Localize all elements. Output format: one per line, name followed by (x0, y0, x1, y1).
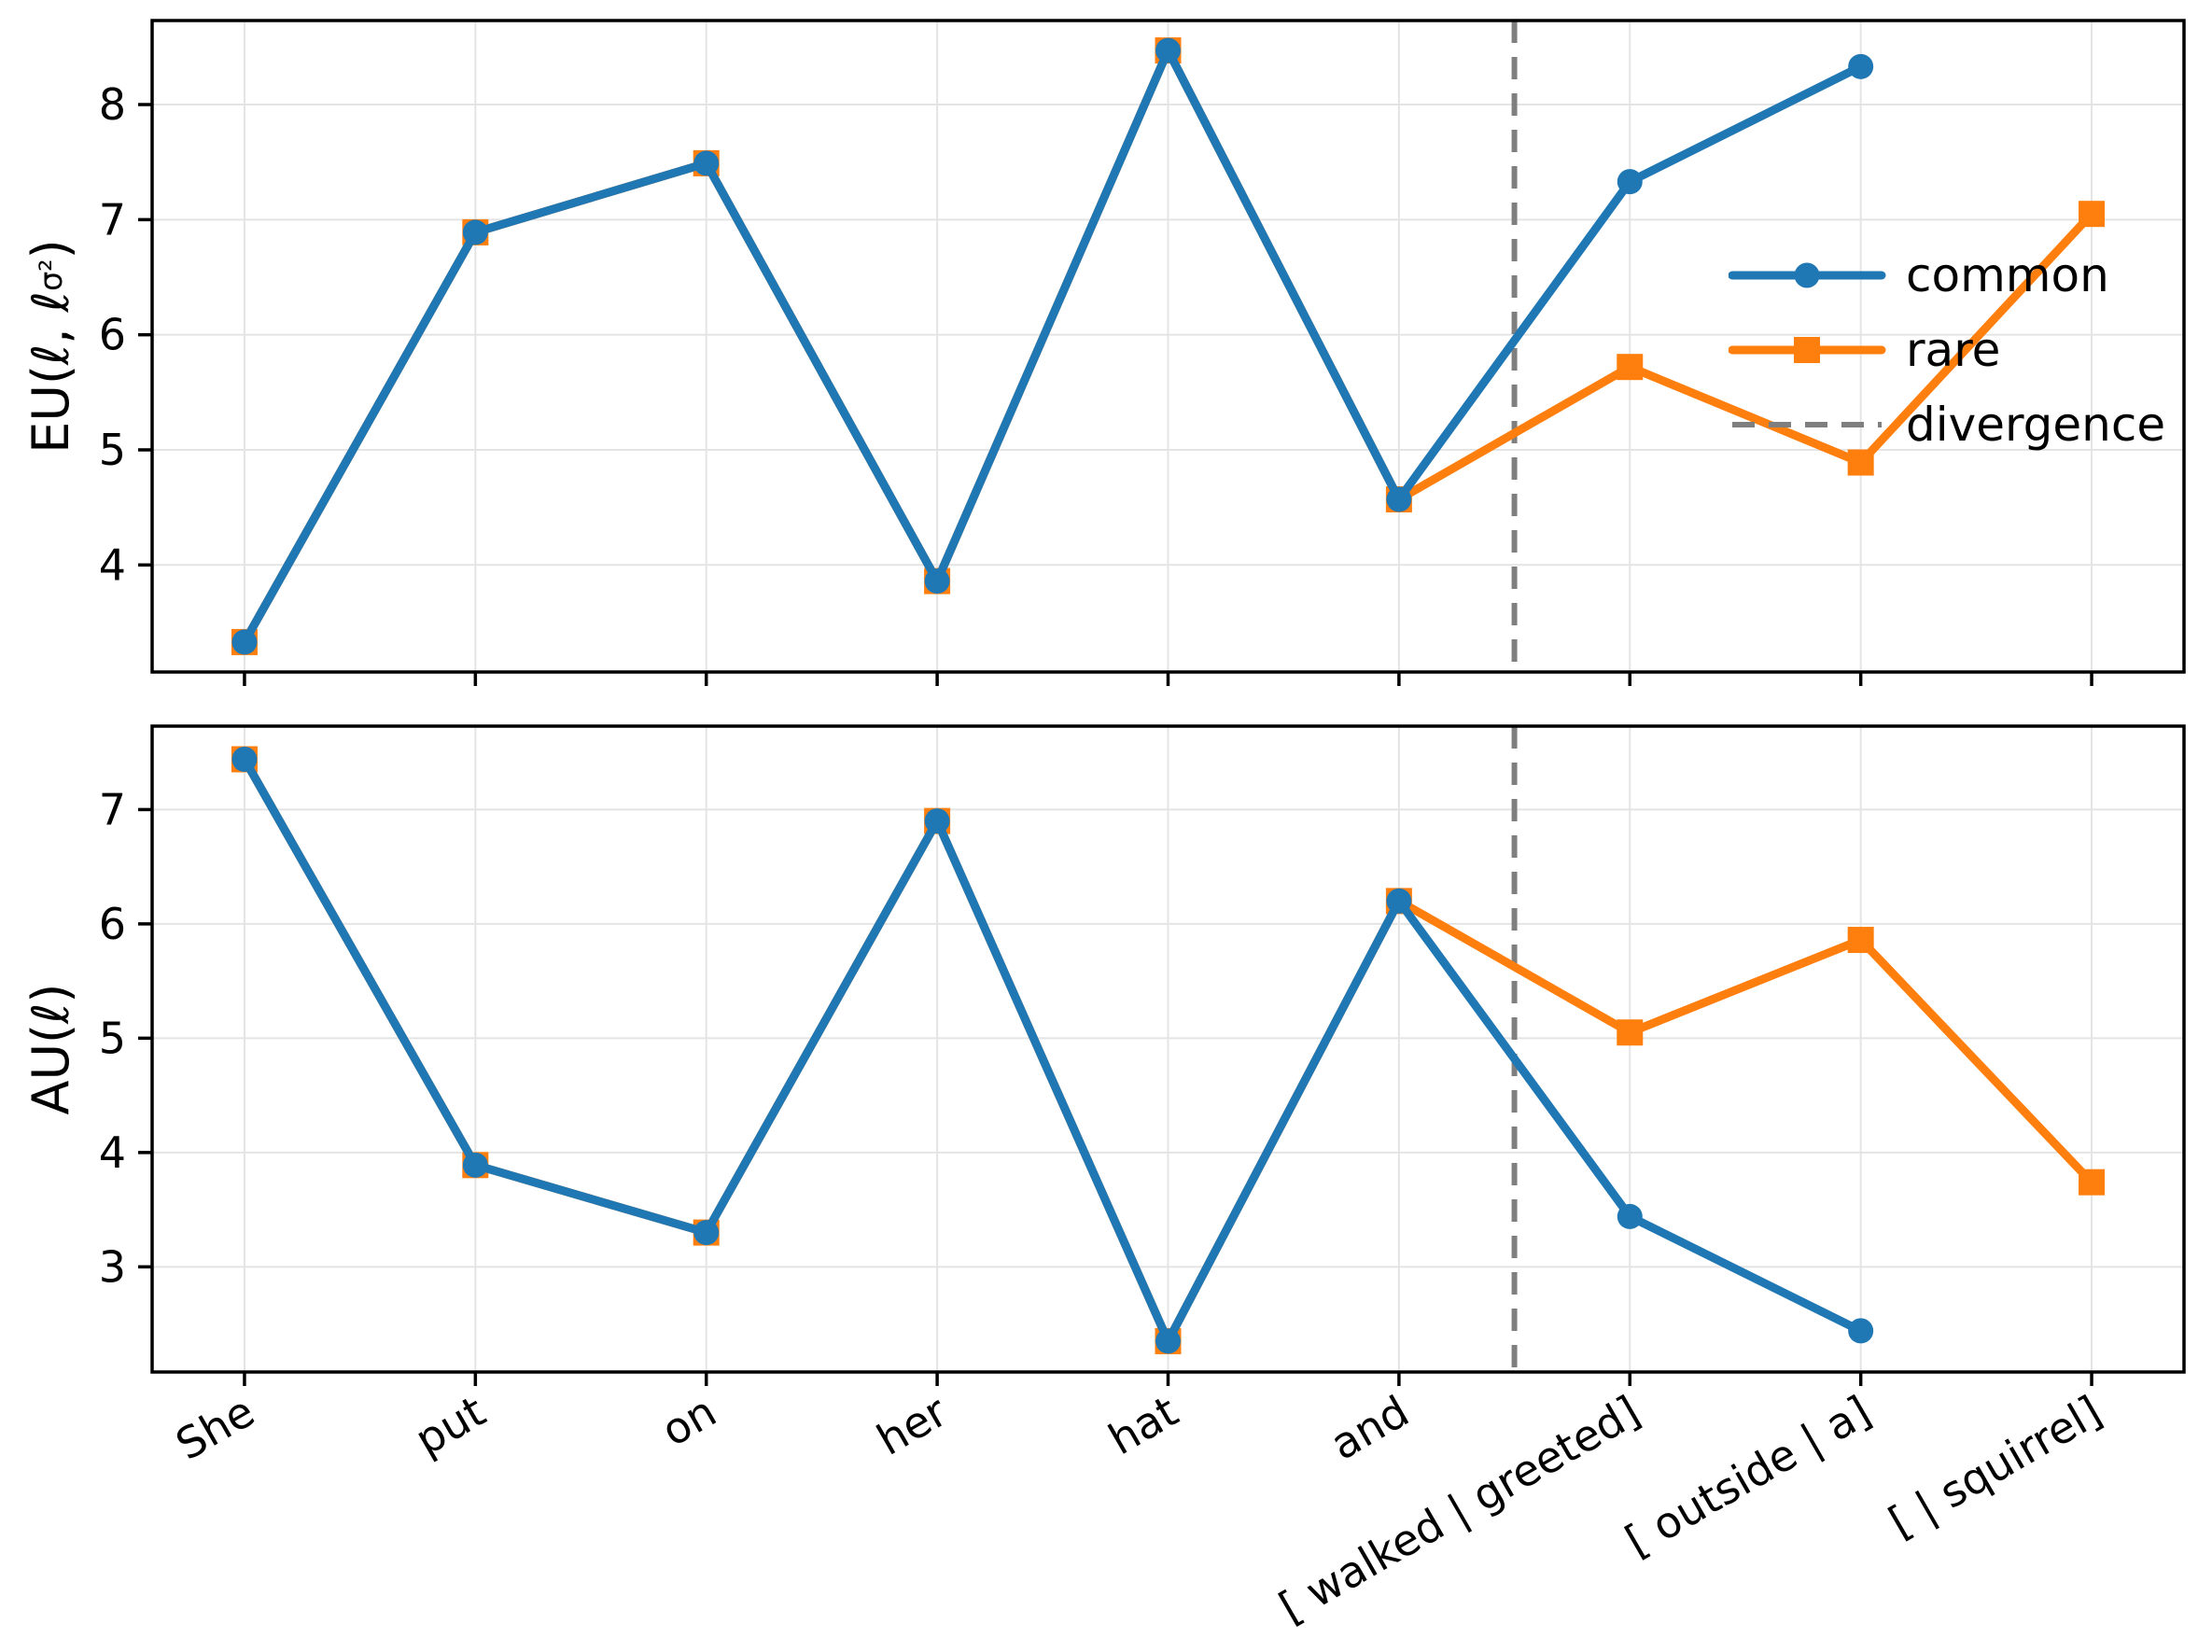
legend: common rare divergence (1729, 238, 2165, 462)
common-marker (462, 1152, 488, 1178)
bottom-y-axis-label: AU(ℓ) (21, 983, 80, 1115)
top-plot-axes: 4 5 6 7 8 (99, 19, 2186, 686)
legend-label-rare: rare (1906, 323, 2001, 377)
ylabel-top-pre: EU(ℓ, ℓ (21, 291, 80, 454)
rare-marker (1617, 354, 1644, 381)
y-tick-label: 6 (99, 899, 126, 949)
rare-line-icon (1729, 337, 1886, 363)
common-marker (924, 808, 950, 834)
x-tick-label: on (653, 1386, 725, 1456)
common-marker (693, 1220, 720, 1246)
common-marker (1386, 888, 1412, 914)
common-marker (1386, 486, 1412, 512)
y-tick-labels: 4 5 6 7 8 (99, 79, 152, 590)
x-tick-label: and (1322, 1386, 1417, 1470)
x-tick-label: put (407, 1386, 494, 1465)
common-marker (1155, 1328, 1181, 1354)
gridlines (152, 21, 2184, 672)
common-marker (231, 629, 258, 655)
common-line (240, 755, 1866, 1346)
common-line (240, 46, 1866, 647)
y-tick-label: 5 (99, 425, 126, 475)
common-sample-marker (1794, 262, 1820, 288)
rare-marker (1617, 1019, 1644, 1046)
rare-marker (1847, 449, 1874, 476)
common-marker (1617, 1203, 1643, 1229)
legend-row-rare: rare (1729, 313, 2165, 387)
y-tick-label: 7 (99, 194, 126, 245)
common-markers (231, 37, 1874, 655)
common-marker (231, 747, 258, 773)
y-tick-label: 4 (99, 539, 126, 590)
y-tick-label: 5 (99, 1013, 126, 1063)
legend-label-common: common (1906, 248, 2109, 302)
x-tick-label: She (167, 1386, 262, 1470)
y-tick-label: 6 (99, 310, 126, 360)
y-tick-label: 3 (99, 1241, 126, 1292)
top-y-axis-label: EU(ℓ, ℓ σ²) (17, 0, 86, 720)
rare-marker (2079, 201, 2106, 228)
x-tick-label: hat (1100, 1386, 1186, 1464)
common-marker (693, 150, 720, 176)
x-tick-labels (243, 672, 2093, 686)
common-marker (1155, 37, 1181, 63)
legend-row-divergence: divergence (1729, 387, 2165, 462)
y-tick-label: 7 (99, 784, 126, 834)
x-tick-label: [ | squirrel] (1881, 1386, 2110, 1548)
rare-marker (1847, 927, 1874, 954)
common-markers (231, 747, 1874, 1354)
legend-label-divergence: divergence (1906, 398, 2166, 452)
common-marker (1617, 169, 1643, 195)
ylabel-top-post: ) (21, 239, 80, 259)
y-tick-label: 8 (99, 79, 126, 130)
x-tick-label: her (868, 1386, 955, 1465)
common-marker (924, 568, 950, 595)
gridlines (152, 726, 2184, 1372)
common-marker (462, 219, 488, 245)
legend-row-common: common (1729, 238, 2165, 313)
x-tick-labels: She put on her hat and[ walked | greeted][ ou… (167, 1372, 2110, 1633)
x-tick-label: [ outside | a] (1617, 1386, 1879, 1567)
common-marker (1848, 53, 1874, 79)
rare-sample-marker (1794, 337, 1820, 363)
y-tick-label: 4 (99, 1127, 126, 1178)
rare-marker (2079, 1169, 2106, 1196)
divergence-line-icon (1732, 422, 1882, 427)
y-tick-labels: 3 4 5 6 7 (99, 784, 152, 1292)
common-line-icon (1729, 262, 1886, 288)
common-marker (1848, 1318, 1874, 1344)
